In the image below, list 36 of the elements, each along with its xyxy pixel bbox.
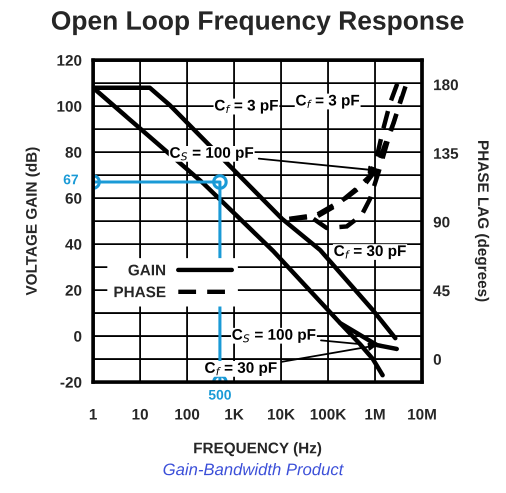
text: Gain-Bandwidth Product — [164, 463, 344, 476]
y-axis-title: VOLTAGE GAIN (dB) — [26, 147, 40, 296]
x-tick-label: 100 — [175, 408, 200, 420]
y2-tick-label: 0 — [434, 354, 441, 365]
x-tick-label: 1M — [365, 409, 385, 420]
y-tick-label: 120 — [57, 55, 82, 66]
y2-tick-label: 180 — [434, 79, 458, 90]
annotation: C$_{f}$ = 30 pF — [334, 245, 406, 260]
y2-tick-label: 135 — [434, 148, 458, 159]
y-tick-label: 20 — [66, 284, 82, 296]
legend-label: PHASE — [114, 286, 166, 298]
y-tick-label: 100 — [57, 101, 82, 112]
annotation: C$_{f}$ = 3 pF — [296, 94, 360, 109]
x-tick-label: 10K — [268, 408, 295, 420]
x-axis-title: FREQUENCY (Hz) — [194, 442, 322, 456]
chart-title: Open Loop Frequency Response — [52, 11, 464, 36]
annotation: C$_{f}$ = 3 pF — [214, 100, 278, 114]
annotation: 500 — [208, 390, 231, 400]
y-tick-label: 80 — [65, 146, 82, 158]
y-tick-label: 0 — [74, 330, 82, 342]
y-tick-label: 40 — [65, 238, 82, 250]
x-tick-label: 1 — [90, 409, 97, 420]
x-tick-label: 1K — [225, 409, 244, 420]
y2-tick-label: 45 — [433, 286, 450, 296]
annotation: C$_{S}$ = 100 pF — [170, 147, 254, 161]
annotation: C$_{f}$ = 30 pF — [205, 362, 277, 376]
annotation: 67 — [64, 174, 78, 184]
y2-tick-label: 90 — [434, 216, 450, 228]
x-tick-label: 10 — [132, 408, 148, 420]
legend-label: GAIN — [128, 264, 166, 276]
y-tick-label: 60 — [66, 192, 82, 204]
x-tick-label: 10M — [408, 408, 436, 420]
y-tick-label: -20 — [60, 376, 82, 388]
annotation: C$_{S}$ = 100 pF — [232, 329, 316, 343]
y2-axis-title: PHASE LAG (degrees) — [474, 141, 490, 302]
x-tick-label: 100K — [310, 408, 346, 420]
